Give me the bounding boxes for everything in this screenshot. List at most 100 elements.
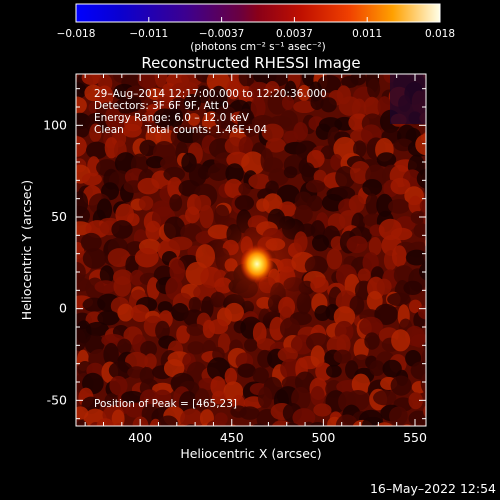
image-mottle-cell [94, 280, 117, 294]
colorbar-tick-labels: −0.018 −0.011 −0.0037 0.0037 0.011 0.018 [57, 28, 455, 40]
image-mottle-cell [297, 84, 311, 102]
image-mottle-cell [144, 353, 157, 370]
colorbar-unit-label: (photons cm⁻² s⁻¹ asec⁻²) [190, 41, 325, 53]
image-mottle-cell [281, 95, 294, 110]
image-mottle-cell [113, 276, 132, 297]
y-tick-label: 100 [43, 117, 67, 132]
image-mottle-cell [244, 338, 258, 352]
image-mottle-cell [390, 375, 412, 396]
image-mottle-cell [423, 405, 426, 418]
image-mottle-cell [155, 128, 176, 146]
image-mottle-cell [185, 423, 197, 426]
colorbar-tick-label: 0.018 [425, 28, 455, 40]
image-mottle-cell [311, 234, 330, 252]
image-mottle-cell [310, 94, 324, 110]
image-mottle-cell [206, 74, 230, 93]
image-mottle-cell [423, 370, 426, 384]
image-mottle-cell [238, 74, 255, 87]
chart-title: Reconstructed RHESSI Image [141, 54, 360, 72]
axis-ticks [76, 74, 426, 426]
image-mottle-cell [391, 245, 407, 268]
image-mottle-cell [243, 123, 257, 137]
image-mottle-cell [125, 402, 147, 418]
image-mottle-cell [224, 367, 238, 386]
image-mottle-cell [310, 220, 325, 240]
image-mottle-cell [76, 136, 87, 157]
image-mottle-cell [359, 316, 384, 337]
image-mottle-cell [388, 199, 410, 214]
colorbar-tick-label: −0.0037 [199, 28, 245, 40]
image-mottle-cell [168, 107, 184, 128]
image-mottle-cell [252, 367, 269, 384]
image-mottle-cell [86, 141, 108, 160]
image-mottle-cell [351, 373, 371, 395]
image-mottle-cell [111, 220, 133, 239]
image-mottle [76, 74, 439, 426]
image-mottle-cell [301, 162, 316, 184]
image-mottle-cell [97, 310, 120, 326]
image-mottle-cell [326, 248, 343, 270]
image-mottle-cell [363, 96, 381, 119]
image-mottle-cell [76, 419, 88, 426]
image-mottle-cell [140, 340, 158, 358]
image-mottle-cell [425, 304, 426, 308]
image-mottle-cell [320, 97, 337, 113]
image-mottle-cell [134, 247, 159, 268]
image-mottle-cell [130, 304, 150, 323]
image-mottle-cell [125, 351, 149, 370]
image-mottle-cell [96, 418, 114, 426]
image-mottle-cell [305, 332, 330, 352]
image-mottle-cell [408, 392, 423, 410]
info-time-range: 29–Aug–2014 12:17:00.000 to 12:20:36.000 [94, 88, 327, 100]
image-mottle-cell [307, 195, 323, 212]
image-mottle-cell [333, 306, 356, 328]
image-mottle-cell [138, 195, 154, 211]
image-mottle-cell [369, 360, 385, 377]
image-mottle-cell [81, 74, 102, 86]
x-tick-labels: 400 450 500 550 [128, 430, 427, 445]
image-mottle-cell [82, 248, 107, 269]
image-mottle-cell [425, 280, 426, 289]
image-mottle-cell [157, 301, 173, 314]
x-tick-label: 500 [311, 430, 335, 445]
image-mottle-cell [330, 153, 343, 171]
image-mottle-cell [265, 180, 279, 195]
image-mottle-cell [426, 320, 439, 333]
image-mottle-cell [154, 74, 168, 88]
image-mottle-cell [423, 341, 426, 352]
image-mottle-cell [374, 303, 398, 325]
image-mottle-cell [405, 249, 426, 266]
image-mottle-cell [333, 349, 352, 364]
image-mottle-cell [353, 140, 367, 158]
image-mottle-cell [408, 410, 426, 426]
image-mottle-cell [250, 96, 266, 120]
plot-frame [75, 73, 427, 427]
image-mottle-cell [81, 172, 102, 186]
image-mottle-cell [114, 152, 137, 175]
image-mottle-cell [349, 295, 365, 315]
image-mottle-cell [276, 184, 300, 206]
image-mottle-cell [387, 292, 411, 307]
image-mottle-cell [224, 178, 244, 199]
image-mottle-cell [209, 125, 223, 139]
image-mottle-cell [315, 123, 332, 140]
image-mottle-cell [117, 303, 134, 322]
image-mottle-cell [248, 173, 272, 190]
image-mottle-cell [80, 232, 102, 252]
image-mottle-cell [271, 420, 292, 426]
colorbar-tick-label: −0.011 [129, 28, 168, 40]
image-mottle-cell [117, 338, 132, 355]
image-mottle-cell [180, 408, 204, 426]
image-mottle-cell [413, 223, 426, 238]
image-mottle-cell [410, 361, 426, 380]
x-axis-label: Heliocentric X (arcsec) [180, 446, 321, 461]
image-mottle-cell [368, 237, 382, 256]
info-energy-range: Energy Range: 6.0 – 12.0 keV [94, 112, 250, 124]
image-mottle-cell [137, 177, 160, 195]
image-mottle-cell [168, 236, 193, 251]
image-mottle-cell [265, 137, 286, 153]
image-mottle-cell [163, 359, 185, 378]
image-mottle-cell [424, 182, 426, 196]
image-mottle-cell [267, 91, 288, 115]
image-mottle-cell [139, 139, 157, 157]
